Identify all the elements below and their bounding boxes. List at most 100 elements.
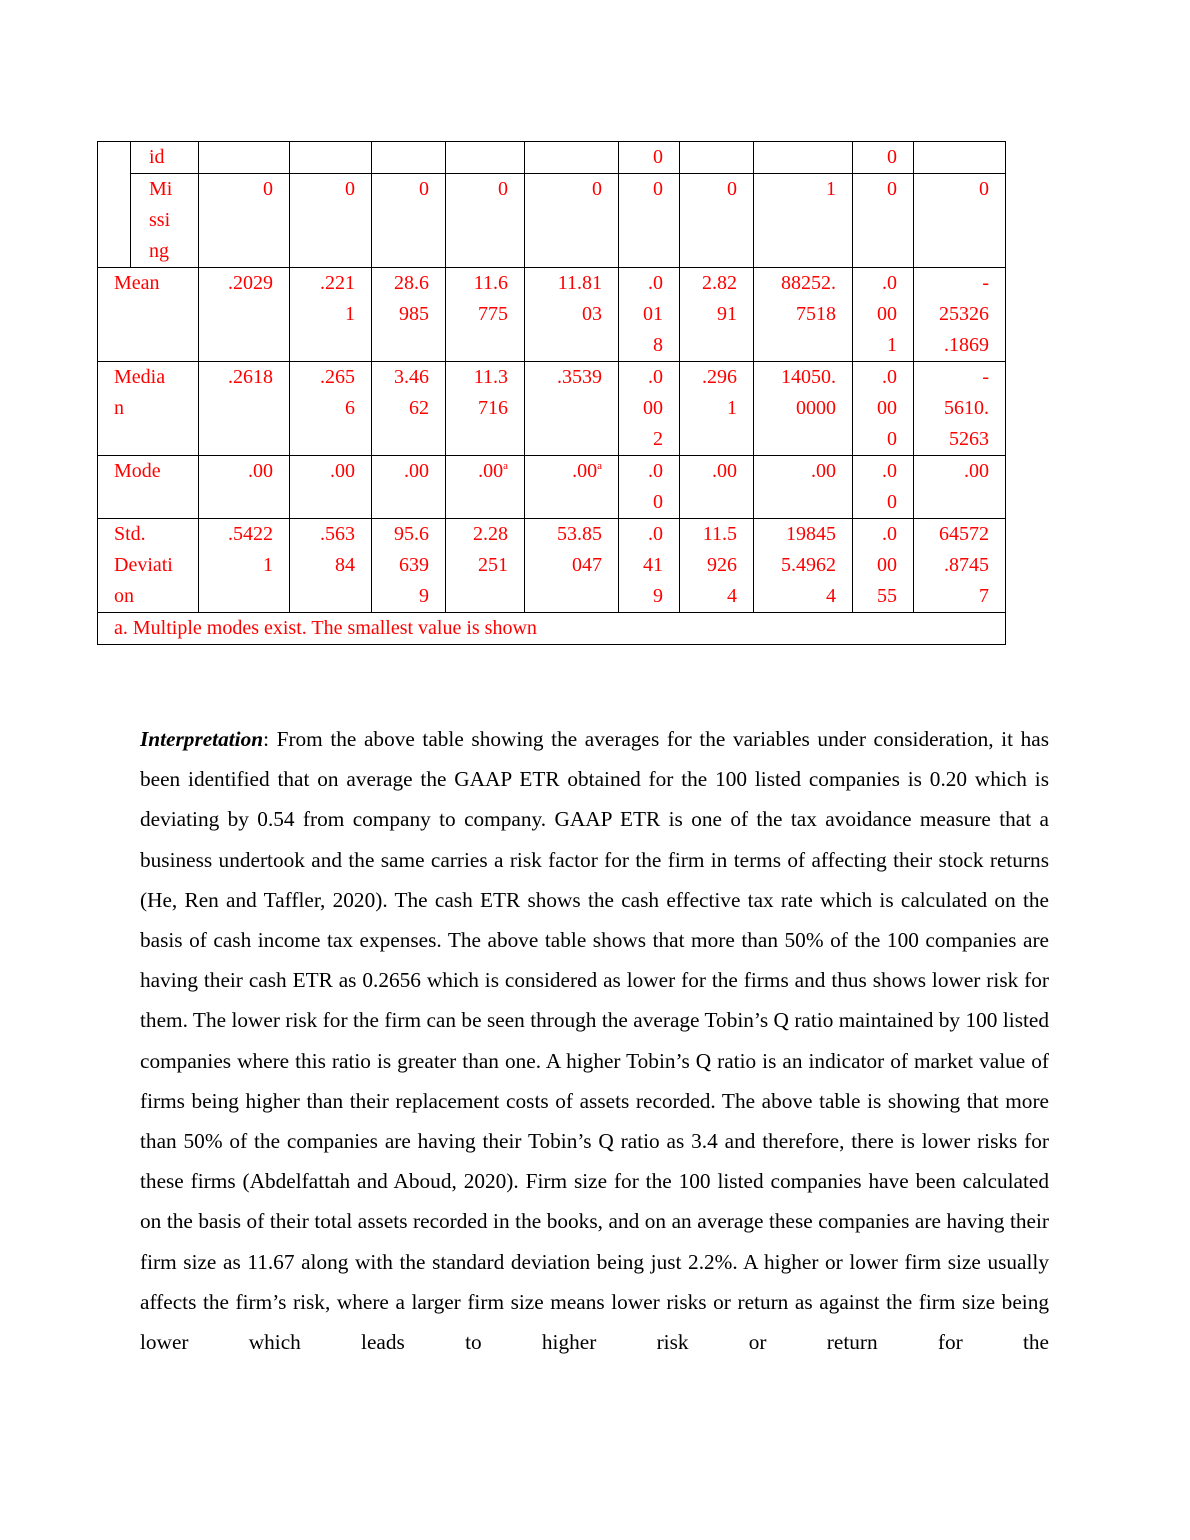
- row-label: Mean: [97, 267, 199, 362]
- table-cell: 88252.7518: [753, 267, 853, 362]
- cell-value: 2.8291: [702, 272, 737, 325]
- row-label-text: Missing: [149, 178, 173, 262]
- table-row-mean: Mean .2029 .2211 28.6985 11.6775 11.8103 .0018…: [97, 267, 1006, 362]
- cell-value: 14050.0000: [781, 366, 836, 419]
- cell-value: .0002: [643, 366, 663, 450]
- cell-value: 0: [498, 178, 508, 200]
- table-cell: 0: [618, 173, 680, 268]
- cell-value: .00: [811, 460, 836, 482]
- cell-value: .00: [248, 460, 273, 482]
- table-cell: 0: [524, 173, 619, 268]
- table-cell: .00: [852, 455, 914, 519]
- table-cell-empty: [97, 141, 131, 268]
- cell-value: .0419: [643, 523, 663, 607]
- table-cell: 1: [753, 173, 853, 268]
- table-cell: [753, 141, 853, 174]
- table-cell: 11.8103: [524, 267, 619, 362]
- cell-value: 11.6775: [473, 272, 508, 325]
- cell-value: 0: [727, 178, 737, 200]
- table-cell: .00: [913, 455, 1006, 519]
- table-cell: [679, 141, 754, 174]
- cell-value: 95.66399: [394, 523, 429, 607]
- cell-value: .56384: [320, 523, 355, 576]
- table-cell: .2029: [198, 267, 290, 362]
- cell-value: .00: [964, 460, 989, 482]
- table-cell: 0: [198, 173, 290, 268]
- row-label: id: [130, 141, 199, 174]
- row-label: Mode: [97, 455, 199, 519]
- table-cell: .2618: [198, 361, 290, 456]
- table-cell: 0: [445, 173, 525, 268]
- table-cell: .3539: [524, 361, 619, 456]
- table-cell: .56384: [289, 518, 372, 613]
- table-row-mode: Mode .00.00.00.00a .00a .00.00.00.00.00: [97, 455, 1006, 519]
- table-cell: .0419: [618, 518, 680, 613]
- table-cell: .00: [753, 455, 853, 519]
- cell-value: -​5610.5263: [944, 366, 989, 450]
- table-cell: [913, 141, 1006, 174]
- cell-value: .2656: [320, 366, 355, 419]
- table-cell: .00a: [445, 455, 525, 519]
- table-cell: .00055: [852, 518, 914, 613]
- table-cell: [289, 141, 372, 174]
- table-cell: 0: [289, 173, 372, 268]
- cell-value: 0: [979, 178, 989, 200]
- table-cell: 2.28251: [445, 518, 525, 613]
- table-cell: .0018: [618, 267, 680, 362]
- row-label-text: Std. Deviation: [114, 523, 173, 607]
- cell-value: .00: [572, 460, 598, 482]
- table-cell: -​5610.5263: [913, 361, 1006, 456]
- cell-value: 0: [653, 146, 663, 168]
- descriptive-statistics-table: id 0 0 Missing 0 0 0 0 0 0 0 1 0 0 Mean .2029 .2211 28.69…: [97, 141, 1006, 645]
- cell-value: 28.6985: [394, 272, 429, 325]
- table-cell: 11.59264: [679, 518, 754, 613]
- table-cell: .2656: [289, 361, 372, 456]
- table-cell: .00: [198, 455, 290, 519]
- table-cell: .0000: [852, 361, 914, 456]
- table-cell: [524, 141, 619, 174]
- cell-value: 0: [653, 178, 663, 200]
- table-cell: 0: [852, 141, 914, 174]
- table-cell: [371, 141, 446, 174]
- cell-value: 64572.87457: [939, 523, 989, 607]
- cell-value: .0000: [877, 366, 897, 450]
- cell-value: .2029: [228, 272, 273, 294]
- cell-value: 0: [419, 178, 429, 200]
- table-cell: .0002: [618, 361, 680, 456]
- cell-value: 1: [826, 178, 836, 200]
- table-row-valid: id 0 0: [97, 141, 1006, 268]
- table-cell: 95.66399: [371, 518, 446, 613]
- table-cell: 0: [913, 173, 1006, 268]
- cell-value: 198455.49624: [781, 523, 836, 607]
- table-cell: .00a: [524, 455, 619, 519]
- cell-value: .2211: [320, 272, 355, 325]
- table-cell: .2211: [289, 267, 372, 362]
- table-cell: 11.6775: [445, 267, 525, 362]
- table-cell: 64572.87457: [913, 518, 1006, 613]
- cell-value: .2618: [228, 366, 273, 388]
- table-cell: 198455.49624: [753, 518, 853, 613]
- cell-value: 2.28251: [473, 523, 508, 576]
- cell-value: .0018: [643, 272, 663, 356]
- table-row-missing: Missing 0 0 0 0 0 0 0 1 0 0: [98, 173, 1006, 268]
- cell-value: .00: [330, 460, 355, 482]
- table-cell: .00: [371, 455, 446, 519]
- table-cell: 11.3716: [445, 361, 525, 456]
- cell-value: 53.85047: [557, 523, 602, 576]
- table-cell: .00: [618, 455, 680, 519]
- table-cell: 14050.0000: [753, 361, 853, 456]
- table-footnote: a. Multiple modes exist. The smallest va…: [97, 612, 1006, 645]
- table-cell: 0: [618, 141, 680, 174]
- cell-value: 0: [345, 178, 355, 200]
- interpretation-lead: Interpretation: [140, 727, 264, 751]
- cell-value: 11.3716: [473, 366, 508, 419]
- cell-value: 0: [592, 178, 602, 200]
- table-cell: [198, 141, 290, 174]
- cell-value: -​25326.1869: [939, 272, 989, 356]
- row-label-text: Mode: [114, 460, 161, 482]
- row-label-text: id: [149, 146, 165, 168]
- table-cell: .2961: [679, 361, 754, 456]
- cell-value: 11.59264: [702, 523, 737, 607]
- cell-value: 0: [263, 178, 273, 200]
- cell-value: .2961: [702, 366, 737, 419]
